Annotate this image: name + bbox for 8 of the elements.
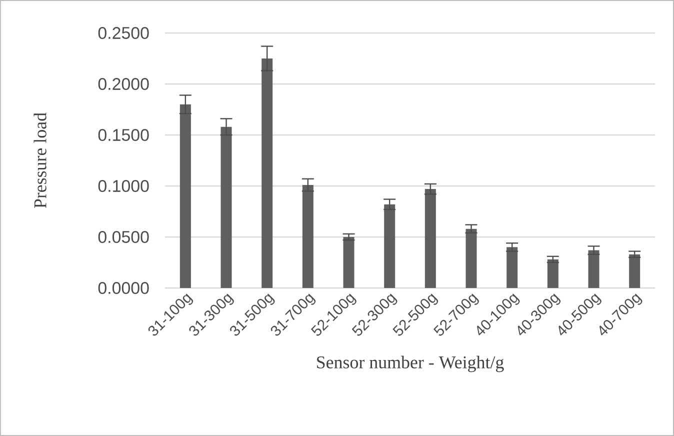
y-tick-label: 0.1500 [98,128,149,141]
y-tick-label: 0.2000 [98,78,149,90]
y-tick-label: 0.0500 [98,230,149,243]
y-tick-label: 0.2500 [98,26,149,39]
y-tick-label: 0.1000 [98,180,149,192]
y-tick-label: 0.0000 [98,282,149,294]
y-axis-title: Pressure load [34,112,46,208]
x-axis-title: Sensor number - Weight/g [317,356,504,372]
